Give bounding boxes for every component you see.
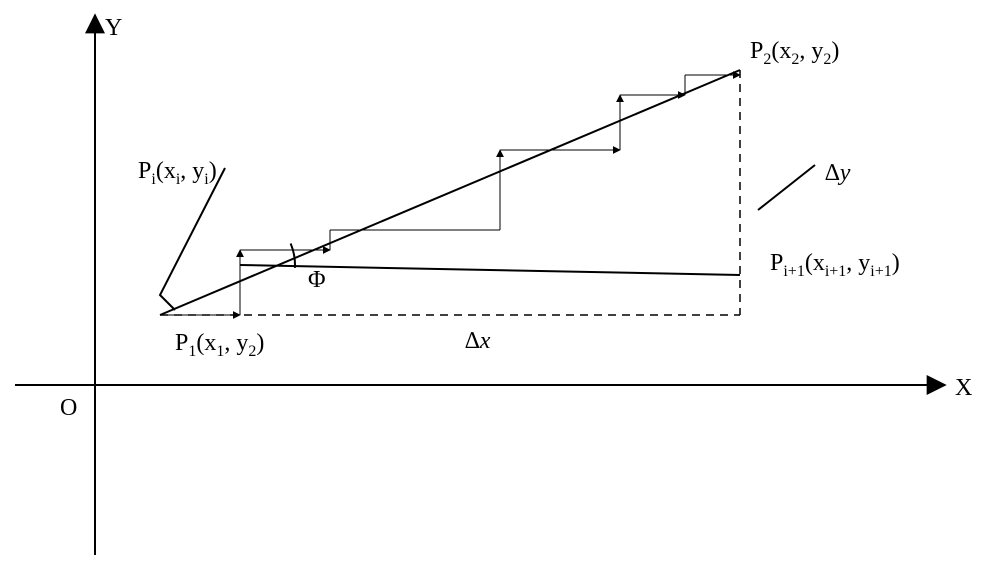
- main-lines: [160, 70, 740, 315]
- label-pi: Pi(xi, yi): [138, 158, 217, 188]
- label-p1: P1(x1, y2): [175, 330, 264, 360]
- label-p2: P2(x2, y2): [750, 38, 839, 68]
- line-p1-p2: [160, 70, 740, 315]
- delta-y-label: ∆y: [825, 160, 851, 186]
- callout-dy: [758, 165, 815, 210]
- axes: [15, 15, 945, 555]
- callout-pi: [160, 168, 225, 310]
- delta-x-label: ∆x: [465, 328, 491, 354]
- callout-lines: [160, 165, 815, 310]
- angle-arc: [291, 244, 295, 268]
- angle-label: Φ: [308, 267, 326, 293]
- y-axis-label: Y: [105, 15, 122, 41]
- label-pi1: Pi+1(xi+1, yi+1): [770, 250, 900, 280]
- labels: X Y O P1(x1, y2) P2(x2, y2) Pi(xi, yi) Pi+1(xi…: [60, 15, 972, 421]
- origin-label: O: [60, 395, 77, 421]
- x-axis-label: X: [955, 375, 972, 401]
- angle-arc-path: [291, 244, 295, 268]
